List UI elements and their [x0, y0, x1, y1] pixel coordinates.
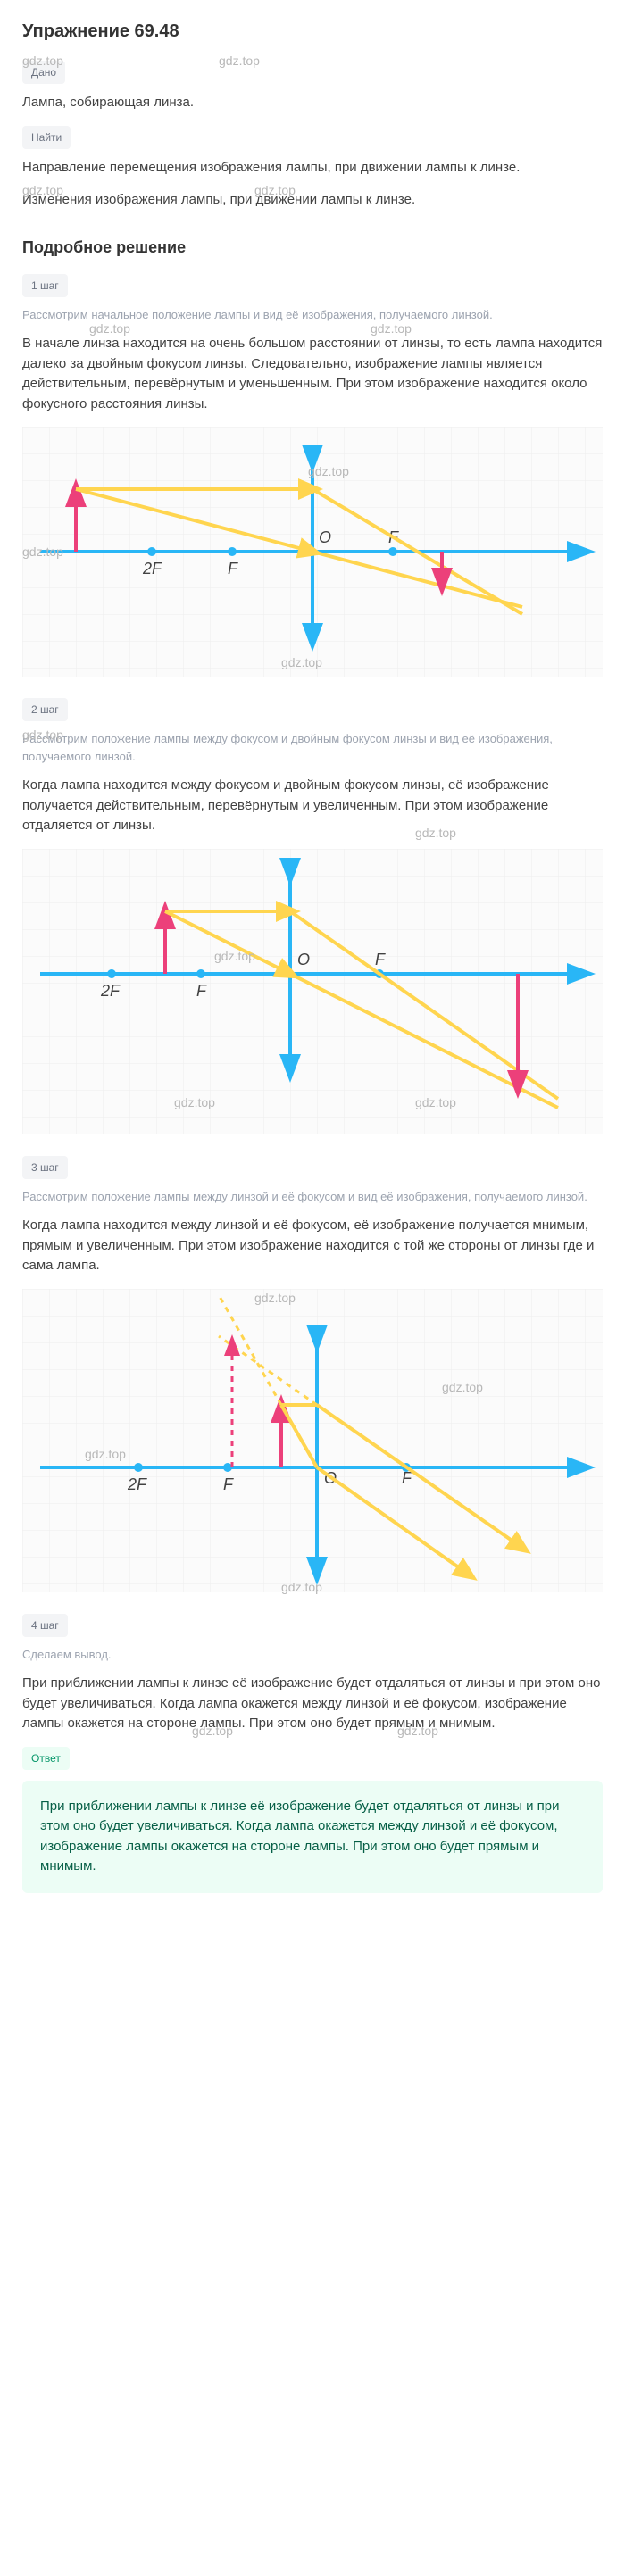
watermark: gdz.top	[22, 726, 63, 744]
find-text-1: Направление перемещения изображения ламп…	[22, 158, 603, 179]
diagram-3: O F 2F F gdz.top gdz.top gdz.top gdz.top	[22, 1289, 603, 1592]
watermark: gdz.top	[22, 181, 63, 200]
watermark: gdz.top	[254, 181, 296, 200]
svg-text:2F: 2F	[127, 1475, 147, 1493]
watermark: gdz.top	[174, 1093, 215, 1112]
step-caption: Рассмотрим положение лампы между линзой …	[22, 1188, 603, 1206]
watermark: gdz.top	[89, 320, 130, 338]
svg-text:F: F	[375, 951, 386, 968]
step-text: В начале линза находится на очень большо…	[22, 334, 603, 414]
watermark: gdz.top	[371, 320, 412, 338]
given-text: Лампа, собирающая линза.	[22, 93, 603, 113]
diagram-1: O F 2F F gdz.top gdz.top gdz.top	[22, 427, 603, 677]
step-text: Когда лампа находится между линзой и её …	[22, 1216, 603, 1276]
step-tag: 3 шаг	[22, 1156, 68, 1179]
label-O: O	[319, 528, 331, 546]
svg-text:F: F	[223, 1475, 234, 1493]
label-2F: 2F	[142, 560, 162, 578]
watermark: gdz.top	[214, 947, 255, 966]
answer-text: При приближении лампы к линзе её изображ…	[40, 1799, 560, 1874]
find-text-2: Изменения изображения лампы, при движени…	[22, 190, 603, 211]
diagram-2: O F 2F F gdz.top gdz.top gdz.top	[22, 849, 603, 1134]
label-F: F	[228, 560, 238, 578]
exercise-title: Упражнение 69.48	[22, 18, 603, 45]
svg-text:O: O	[297, 951, 310, 968]
step-tag: 2 шаг	[22, 698, 68, 721]
step-tag: 1 шаг	[22, 274, 68, 297]
watermark: gdz.top	[397, 1722, 438, 1741]
step-caption: Сделаем вывод.	[22, 1646, 603, 1664]
watermark: gdz.top	[192, 1722, 233, 1741]
step-tag: 4 шаг	[22, 1614, 68, 1637]
step-text: Когда лампа находится между фокусом и дв…	[22, 776, 603, 836]
watermark: gdz.top	[281, 653, 322, 672]
watermark: gdz.top	[281, 1578, 322, 1597]
answer-tag: Ответ	[22, 1747, 70, 1770]
watermark: gdz.top	[442, 1378, 483, 1397]
answer-box: При приближении лампы к линзе её изображ…	[22, 1781, 603, 1893]
step-caption: Рассмотрим положение лампы между фокусом…	[22, 730, 603, 765]
watermark: gdz.top	[415, 1093, 456, 1112]
watermark: gdz.top	[85, 1445, 126, 1464]
watermark: gdz.top	[22, 543, 63, 561]
svg-text:F: F	[196, 982, 207, 1000]
watermark: gdz.top	[415, 824, 456, 843]
watermark: gdz.top	[219, 52, 260, 71]
watermark: gdz.top	[254, 1289, 296, 1308]
watermark: gdz.top	[22, 52, 63, 71]
solution-heading: Подробное решение	[22, 236, 603, 260]
find-tag: Найти	[22, 126, 71, 149]
watermark: gdz.top	[308, 462, 349, 481]
step-text: При приближении лампы к линзе её изображ…	[22, 1674, 603, 1734]
svg-text:2F: 2F	[100, 982, 121, 1000]
